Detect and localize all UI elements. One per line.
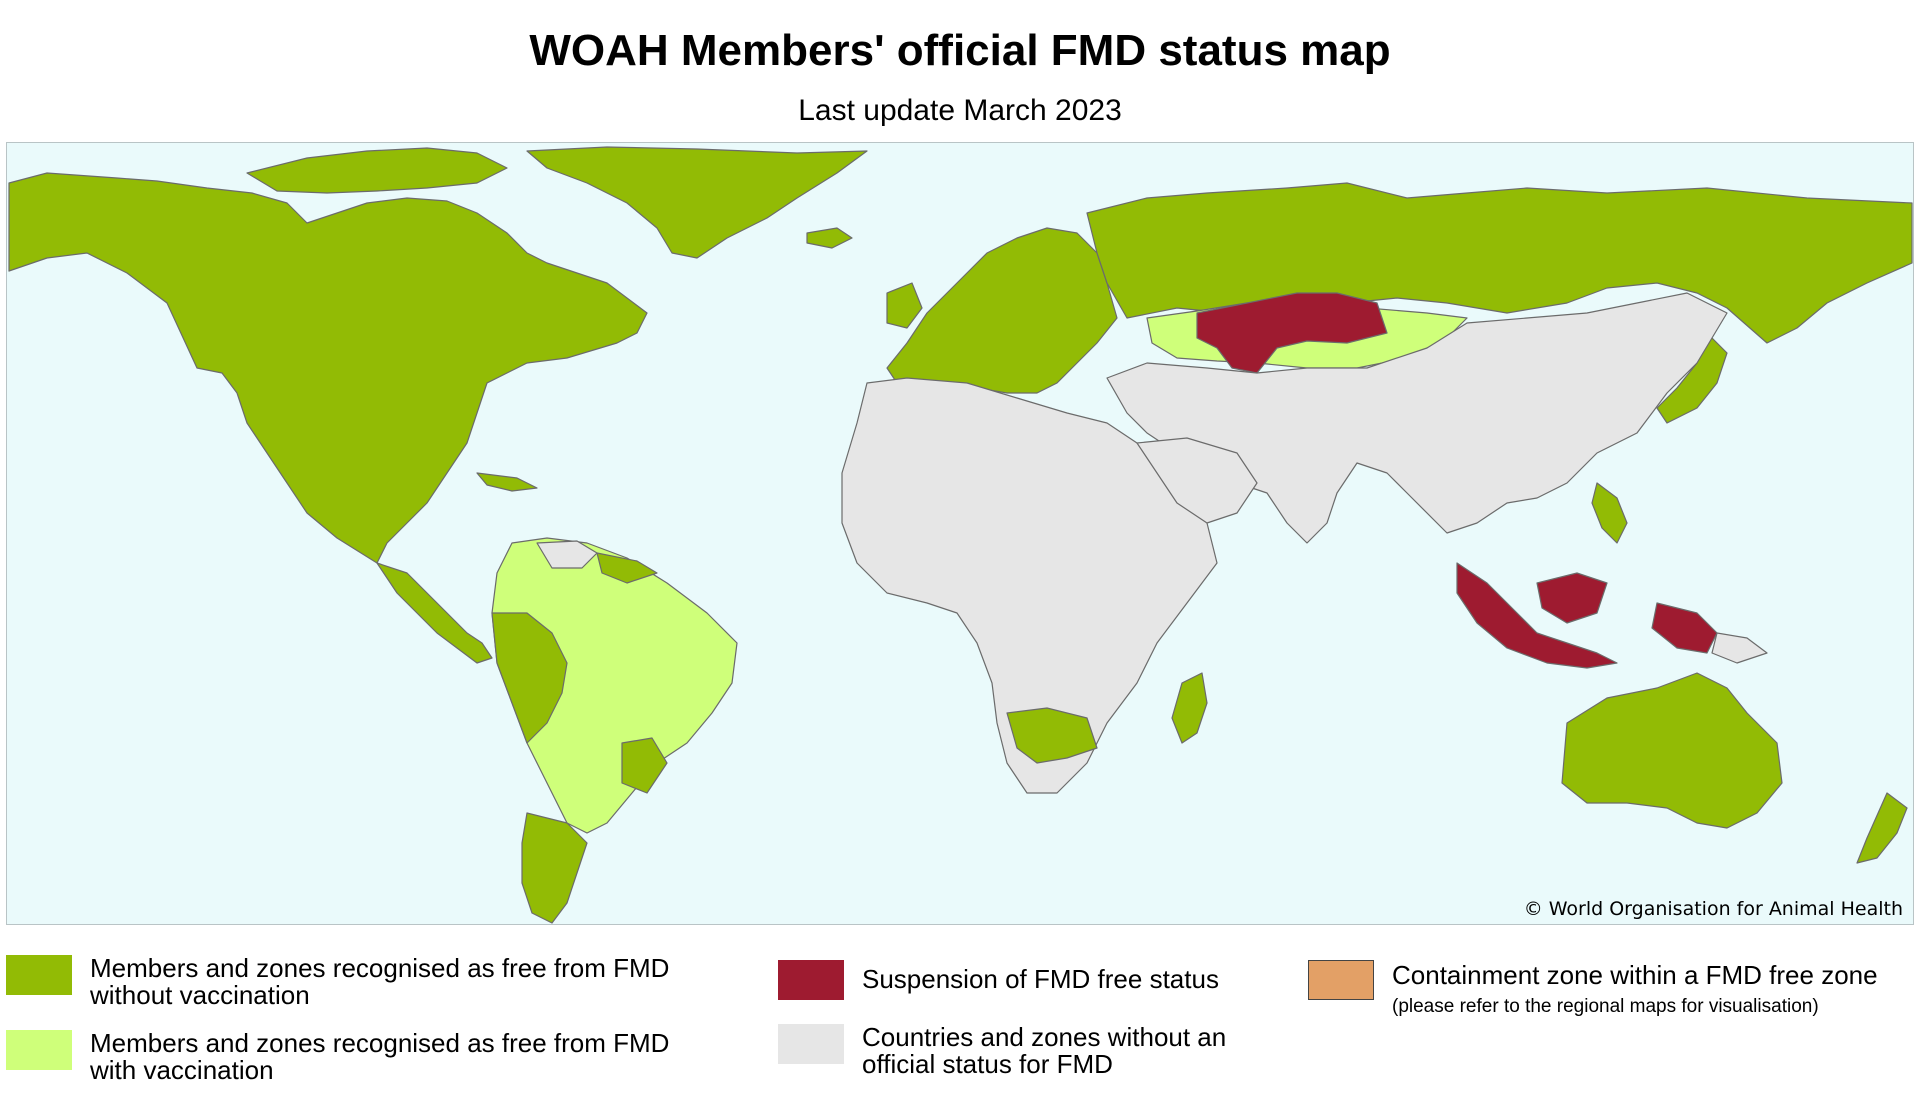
region-africa — [841, 377, 1218, 794]
world-map-svg — [8, 146, 1913, 924]
region-borneo — [1536, 572, 1608, 624]
legend-label-no-status: Countries and zones without an official s… — [862, 1022, 1227, 1079]
region-uk — [886, 282, 923, 329]
legend-swatch-no-status — [778, 1024, 844, 1064]
legend-label-free-with-vaccination: Members and zones recognised as free fro… — [90, 1028, 670, 1085]
region-japan — [1656, 332, 1728, 424]
map-subtitle: Last update March 2023 — [798, 94, 1122, 127]
legend-label-suspension: Suspension of FMD free status — [862, 964, 1219, 994]
region-new-zealand — [1856, 792, 1908, 864]
region-caribbean — [476, 472, 538, 492]
legend-swatch-free-with-vaccination — [6, 1030, 72, 1070]
region-venezuela — [536, 540, 598, 569]
region-iceland — [806, 227, 853, 249]
region-australia — [1561, 672, 1783, 829]
region-papua-new-guinea — [1711, 632, 1768, 664]
region-new-guinea — [1651, 602, 1718, 654]
region-greenland — [526, 146, 868, 259]
map-copyright: © World Organisation for Animal Health — [1523, 898, 1903, 920]
legend-swatch-containment — [1308, 960, 1374, 1000]
region-asia — [1106, 292, 1728, 544]
map-title: WOAH Members' official FMD status map — [529, 26, 1391, 75]
legend-item-containment: Containment zone within a FMD free zone … — [1308, 960, 1878, 1020]
legend-label-containment: Containment zone within a FMD free zone … — [1392, 960, 1878, 1018]
legend-item-free-with-vaccination: Members and zones recognised as free fro… — [6, 1030, 669, 1084]
region-north-america — [8, 172, 648, 564]
legend-item-no-status: Countries and zones without an official s… — [778, 1024, 1226, 1078]
region-southern-africa-zone — [1006, 707, 1098, 764]
region-madagascar — [1171, 672, 1208, 744]
region-indonesia — [1456, 562, 1618, 669]
region-arctic-islands — [246, 147, 508, 194]
region-southern-cone — [521, 812, 588, 924]
legend-label-free-without-vaccination: Members and zones recognised as free fro… — [90, 953, 670, 1010]
region-philippines — [1591, 482, 1628, 544]
legend-swatch-free-without-vaccination — [6, 955, 72, 995]
world-map: © World Organisation for Animal Health — [6, 142, 1914, 925]
region-central-america — [376, 562, 493, 664]
legend-item-free-without-vaccination: Members and zones recognised as free fro… — [6, 955, 669, 1009]
region-kazakhstan — [1196, 292, 1388, 374]
region-europe — [886, 227, 1118, 394]
region-andean-zone — [491, 612, 568, 744]
legend-item-suspension: Suspension of FMD free status — [778, 960, 1219, 1000]
legend-swatch-suspension — [778, 960, 844, 1000]
region-uruguay — [621, 737, 668, 794]
region-guianas — [596, 552, 658, 584]
region-arabia — [1136, 437, 1258, 524]
